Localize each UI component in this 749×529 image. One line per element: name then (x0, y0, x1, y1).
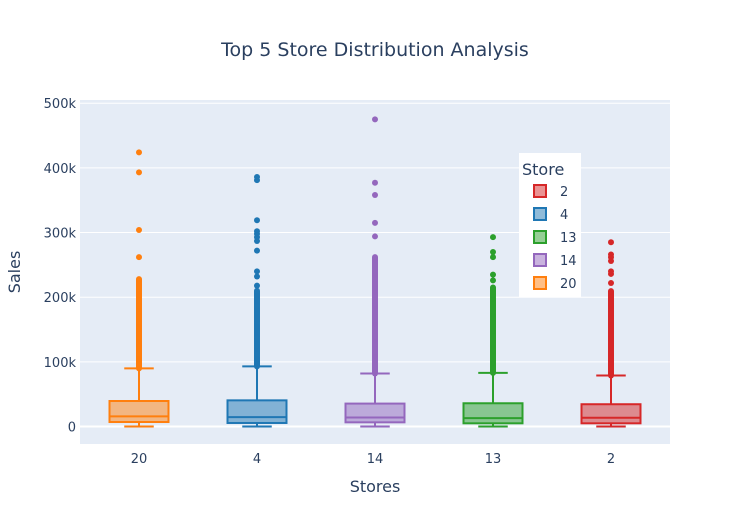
outlier-point (254, 247, 260, 254)
legend-label: 13 (560, 231, 577, 246)
outlier-point (136, 149, 142, 156)
outlier-point (490, 284, 496, 291)
iqr-box[interactable] (344, 402, 406, 424)
y-tick-label: 400k (44, 162, 77, 177)
outlier-point (608, 251, 614, 258)
y-tick-label: 0 (68, 421, 76, 436)
outlier-point (490, 248, 496, 255)
outlier-point (254, 268, 260, 275)
outlier-point (372, 254, 378, 261)
y-tick-label: 200k (44, 291, 77, 306)
x-tick-label: 2 (607, 452, 615, 467)
legend-swatch (533, 253, 547, 267)
box-2[interactable] (580, 239, 642, 428)
outlier-point (490, 234, 496, 241)
box-series[interactable] (108, 116, 642, 428)
outlier-point (254, 173, 260, 180)
legend-item-20[interactable]: 20 (533, 276, 577, 292)
legend-swatch (533, 184, 547, 198)
outlier-point (372, 192, 378, 199)
legend-item-2[interactable]: 2 (533, 184, 568, 200)
y-axis-ticks: 0 100k 200k 300k 400k 500k (44, 97, 77, 435)
x-axis-ticks: 20 4 14 13 2 (131, 452, 615, 467)
outlier-point (372, 233, 378, 240)
outlier-point (254, 287, 260, 294)
legend-label: 14 (560, 254, 577, 269)
chart-title: Top 5 Store Distribution Analysis (220, 39, 529, 61)
y-axis-label: Sales (5, 251, 24, 294)
x-axis-label: Stores (350, 477, 401, 496)
outlier-point (136, 254, 142, 261)
outlier-point (490, 271, 496, 278)
box-14[interactable] (344, 116, 406, 428)
legend-background (519, 153, 581, 297)
outlier-point (136, 226, 142, 233)
iqr-box[interactable] (108, 400, 170, 424)
outlier-point (490, 254, 496, 261)
box-4[interactable] (226, 173, 288, 428)
iqr-box[interactable] (226, 399, 288, 424)
outlier-point (372, 179, 378, 186)
box-20[interactable] (108, 149, 170, 428)
legend-item-4[interactable]: 4 (533, 207, 568, 223)
x-tick-label: 13 (485, 452, 502, 467)
outlier-point (608, 239, 614, 246)
box-13[interactable] (462, 234, 524, 428)
y-tick-label: 300k (44, 227, 77, 242)
iqr-box[interactable] (462, 402, 524, 425)
legend-item-14[interactable]: 14 (533, 253, 577, 269)
outlier-point (254, 273, 260, 280)
legend-label: 2 (560, 185, 568, 200)
outlier-point (608, 279, 614, 286)
legend-label: 20 (560, 277, 577, 292)
outlier-point (372, 219, 378, 226)
outlier-point (372, 116, 378, 123)
legend-item-13[interactable]: 13 (533, 230, 577, 246)
y-tick-label: 100k (44, 356, 77, 371)
legend-title: Store (522, 160, 564, 179)
legend[interactable]: Store 2 4 13 14 20 (519, 153, 581, 297)
outlier-point (136, 169, 142, 176)
outlier-point (136, 276, 142, 283)
iqr-box[interactable] (580, 403, 642, 425)
x-tick-label: 20 (131, 452, 148, 467)
outlier-point (254, 228, 260, 235)
legend-swatch (533, 276, 547, 290)
outlier-point (608, 268, 614, 275)
outlier-point (490, 277, 496, 284)
legend-swatch (533, 207, 547, 221)
legend-swatch (533, 230, 547, 244)
outlier-point (254, 282, 260, 289)
legend-label: 4 (560, 208, 568, 223)
outlier-point (254, 217, 260, 224)
x-tick-label: 4 (253, 452, 261, 467)
legend-items[interactable]: 2 4 13 14 20 (533, 184, 577, 292)
y-tick-label: 500k (44, 97, 77, 112)
outlier-point (608, 288, 614, 295)
x-tick-label: 14 (367, 452, 384, 467)
